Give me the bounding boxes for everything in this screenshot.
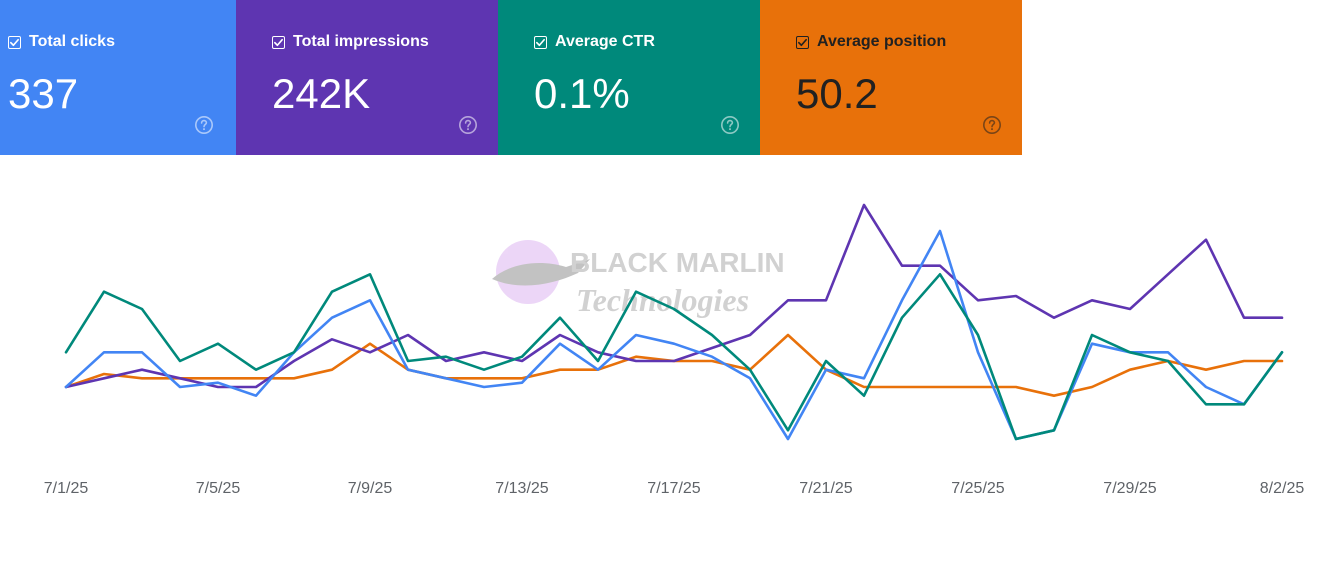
metric-card-header: Average CTR	[534, 33, 655, 51]
metric-label: Total clicks	[29, 33, 115, 50]
watermark-title: BLACK MARLIN	[570, 247, 785, 278]
checkbox-checked-icon[interactable]	[796, 35, 809, 49]
x-tick-label: 7/21/25	[799, 480, 852, 497]
help-circle-icon[interactable]	[982, 115, 1002, 135]
marlin-fish-logo	[496, 240, 560, 304]
checkbox-checked-icon[interactable]	[272, 35, 285, 49]
x-tick-label: 8/2/25	[1260, 480, 1305, 497]
series-line-impressions	[64, 203, 1284, 389]
metric-card-average-ctr[interactable]: Average CTR 0.1%	[498, 0, 760, 155]
metric-card-header: Average position	[796, 33, 946, 51]
x-tick-label: 7/25/25	[951, 480, 1004, 497]
performance-chart: BLACK MARLIN Technologies 7/1/25 7/5/25 7/9/…	[44, 203, 1305, 497]
metric-value: 0.1%	[534, 70, 630, 117]
marlin-fish-shape	[492, 259, 590, 286]
series-line-clicks	[64, 229, 1284, 441]
x-tick-label: 7/17/25	[647, 480, 700, 497]
help-circle-icon[interactable]	[720, 115, 740, 135]
help-circle-icon[interactable]	[194, 115, 214, 135]
watermark-subtitle: Technologies	[576, 282, 749, 318]
watermark-logo: BLACK MARLIN Technologies	[492, 240, 785, 318]
metric-label: Average position	[817, 33, 947, 50]
metric-value: 242K	[272, 70, 371, 117]
metric-value: 337	[8, 70, 79, 117]
x-tick-label: 7/13/25	[495, 480, 548, 497]
series-line-ctr	[64, 273, 1284, 441]
help-circle-icon[interactable]	[458, 115, 478, 135]
metric-value: 50.2	[796, 70, 878, 117]
metric-label: Average CTR	[555, 33, 655, 50]
x-tick-label: 7/9/25	[348, 480, 393, 497]
metric-card-header: Total impressions	[272, 33, 429, 51]
x-tick-label: 7/5/25	[196, 480, 241, 497]
metric-card-header: Total clicks	[8, 33, 115, 51]
metric-label: Total impressions	[293, 33, 429, 50]
checkbox-checked-icon[interactable]	[8, 35, 21, 49]
metric-cards: Total clicks 337 Total impressions 242K Aver…	[0, 0, 1022, 155]
checkbox-checked-icon[interactable]	[534, 35, 547, 49]
x-tick-label: 7/1/25	[44, 480, 89, 497]
metric-card-total-clicks[interactable]: Total clicks 337	[0, 0, 236, 155]
x-tick-label: 7/29/25	[1103, 480, 1156, 497]
metric-card-total-impressions[interactable]: Total impressions 242K	[236, 0, 498, 155]
metric-card-average-position[interactable]: Average position 50.2	[760, 0, 1022, 155]
